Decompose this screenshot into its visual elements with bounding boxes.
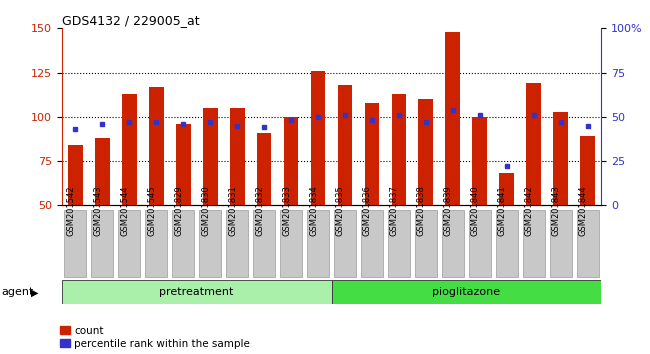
- FancyBboxPatch shape: [469, 210, 491, 277]
- Text: GSM201843: GSM201843: [552, 185, 561, 236]
- Bar: [149, 87, 164, 205]
- FancyBboxPatch shape: [91, 210, 113, 277]
- FancyBboxPatch shape: [496, 210, 518, 277]
- Bar: [445, 32, 460, 205]
- Text: GSM201835: GSM201835: [336, 185, 345, 236]
- Bar: [499, 173, 514, 205]
- Bar: [68, 145, 83, 205]
- FancyBboxPatch shape: [64, 210, 86, 277]
- Text: GSM201839: GSM201839: [444, 185, 453, 236]
- Bar: [283, 117, 298, 205]
- Text: GSM201829: GSM201829: [174, 185, 183, 236]
- Bar: [95, 138, 110, 205]
- FancyBboxPatch shape: [226, 210, 248, 277]
- FancyBboxPatch shape: [550, 210, 572, 277]
- FancyBboxPatch shape: [145, 210, 167, 277]
- FancyBboxPatch shape: [523, 210, 545, 277]
- Legend: count, percentile rank within the sample: count, percentile rank within the sample: [60, 326, 250, 349]
- Bar: [176, 124, 190, 205]
- Bar: [391, 94, 406, 205]
- FancyBboxPatch shape: [332, 280, 601, 304]
- FancyBboxPatch shape: [62, 280, 332, 304]
- Text: GDS4132 / 229005_at: GDS4132 / 229005_at: [62, 14, 200, 27]
- Text: GSM201543: GSM201543: [93, 185, 102, 236]
- FancyBboxPatch shape: [280, 210, 302, 277]
- Bar: [365, 103, 380, 205]
- Text: GSM201842: GSM201842: [525, 185, 534, 236]
- Bar: [229, 108, 244, 205]
- Text: pretreatment: pretreatment: [159, 287, 234, 297]
- Text: GSM201831: GSM201831: [228, 185, 237, 236]
- Bar: [419, 99, 434, 205]
- Text: GSM201844: GSM201844: [578, 185, 588, 236]
- Bar: [122, 94, 136, 205]
- FancyBboxPatch shape: [253, 210, 275, 277]
- FancyBboxPatch shape: [442, 210, 464, 277]
- Text: agent: agent: [1, 287, 34, 297]
- FancyBboxPatch shape: [577, 210, 599, 277]
- FancyBboxPatch shape: [415, 210, 437, 277]
- Text: GSM201544: GSM201544: [120, 186, 129, 236]
- Bar: [257, 133, 272, 205]
- FancyBboxPatch shape: [118, 210, 140, 277]
- FancyBboxPatch shape: [199, 210, 221, 277]
- Text: GSM201836: GSM201836: [363, 185, 372, 236]
- Text: GSM201834: GSM201834: [309, 185, 318, 236]
- Bar: [337, 85, 352, 205]
- Text: GSM201841: GSM201841: [498, 185, 507, 236]
- Text: GSM201832: GSM201832: [255, 185, 264, 236]
- Text: GSM201542: GSM201542: [66, 186, 75, 236]
- Text: GSM201837: GSM201837: [390, 185, 399, 236]
- Bar: [580, 136, 595, 205]
- FancyBboxPatch shape: [361, 210, 383, 277]
- Text: GSM201830: GSM201830: [201, 185, 210, 236]
- Text: pioglitazone: pioglitazone: [432, 287, 500, 297]
- FancyBboxPatch shape: [388, 210, 410, 277]
- Text: ▶: ▶: [31, 287, 39, 297]
- FancyBboxPatch shape: [307, 210, 329, 277]
- Bar: [203, 108, 218, 205]
- Text: GSM201545: GSM201545: [147, 186, 156, 236]
- Text: GSM201838: GSM201838: [417, 185, 426, 236]
- Text: GSM201840: GSM201840: [471, 185, 480, 236]
- Bar: [553, 112, 568, 205]
- Text: GSM201833: GSM201833: [282, 185, 291, 236]
- Bar: [311, 71, 326, 205]
- Bar: [526, 83, 541, 205]
- Bar: [473, 117, 488, 205]
- FancyBboxPatch shape: [172, 210, 194, 277]
- FancyBboxPatch shape: [334, 210, 356, 277]
